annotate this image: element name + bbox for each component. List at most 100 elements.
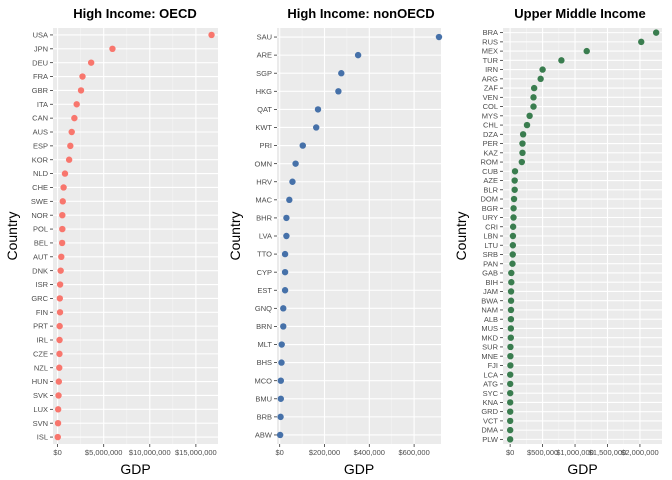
y-tick-label-bhs: BHS bbox=[257, 358, 272, 367]
y-tick-label-kwt: KWT bbox=[255, 123, 272, 132]
point-nam bbox=[507, 306, 515, 314]
y-tick-label-gab: GAB bbox=[482, 269, 498, 278]
point-bhs bbox=[278, 359, 285, 366]
point-tur bbox=[558, 57, 565, 64]
point-aus bbox=[68, 128, 75, 136]
y-tick-label-kor: KOR bbox=[32, 155, 49, 164]
x-tick-label: $600,000 bbox=[398, 448, 429, 457]
x-axis-label: GDP bbox=[567, 461, 597, 477]
point-esp bbox=[67, 142, 74, 150]
point-dnk bbox=[57, 267, 64, 274]
x-tick-label: $1,500,000 bbox=[589, 448, 627, 457]
point-deu bbox=[87, 59, 95, 66]
y-tick-label-ita: ITA bbox=[37, 100, 48, 109]
point-irn bbox=[539, 66, 546, 73]
y-tick-label-tur: TUR bbox=[483, 56, 499, 65]
y-tick-label-are: ARE bbox=[257, 51, 272, 60]
point-mlt bbox=[278, 341, 285, 348]
point-sgp bbox=[338, 70, 345, 77]
panel-title: High Income: OECD bbox=[73, 6, 197, 21]
y-tick-label-esp: ESP bbox=[33, 141, 48, 150]
y-tick-label-rom: ROM bbox=[481, 158, 499, 167]
point-ita bbox=[73, 101, 80, 108]
point-mne bbox=[507, 352, 514, 360]
y-tick-label-bih: BIH bbox=[485, 278, 498, 287]
y-tick-label-lva: LVA bbox=[259, 232, 272, 241]
y-tick-label-bwa: BWA bbox=[481, 296, 498, 305]
point-cub bbox=[511, 168, 519, 175]
y-tick-label-che: CHE bbox=[32, 183, 48, 192]
point-nor bbox=[59, 212, 66, 219]
y-tick-label-swe: SWE bbox=[31, 197, 48, 206]
point-grd bbox=[506, 408, 514, 415]
y-tick-label-est: EST bbox=[257, 286, 272, 295]
y-tick-label-grc: GRC bbox=[31, 294, 48, 303]
point-plw bbox=[506, 436, 514, 443]
point-hun bbox=[55, 378, 63, 385]
y-tick-label-kna: KNA bbox=[483, 398, 498, 407]
y-axis-label: Country bbox=[4, 211, 20, 260]
y-tick-label-syc: SYC bbox=[483, 389, 499, 398]
y-tick-label-lux: LUX bbox=[33, 405, 48, 414]
y-tick-label-prt: PRT bbox=[33, 322, 48, 331]
y-tick-label-dza: DZA bbox=[483, 130, 498, 139]
point-can bbox=[71, 114, 78, 122]
y-tick-label-cyp: CYP bbox=[257, 268, 272, 277]
point-lca bbox=[507, 371, 514, 378]
y-tick-label-aus: AUS bbox=[33, 128, 48, 137]
y-tick-label-nor: NOR bbox=[31, 211, 48, 220]
point-gnq bbox=[280, 305, 287, 312]
y-tick-label-isr: ISR bbox=[35, 280, 48, 289]
y-tick-label-nld: NLD bbox=[33, 169, 49, 178]
y-tick-label-cub: CUB bbox=[482, 167, 498, 176]
x-tick-label: $15,000,000 bbox=[175, 448, 217, 457]
x-tick-label: $0 bbox=[276, 448, 284, 457]
y-tick-label-lbn: LBN bbox=[483, 232, 498, 241]
x-axis-label: GDP bbox=[120, 461, 150, 477]
point-qat bbox=[314, 106, 322, 113]
point-dza bbox=[519, 131, 527, 138]
x-tick-label: $400,000 bbox=[354, 448, 385, 457]
point-dom bbox=[510, 195, 518, 203]
y-tick-label-grd: GRD bbox=[481, 407, 498, 416]
y-tick-label-cri: CRI bbox=[485, 222, 498, 231]
point-swe bbox=[59, 198, 66, 205]
y-tick-label-atg: ATG bbox=[483, 380, 498, 389]
point-blr bbox=[511, 186, 518, 193]
y-tick-label-mkd: MKD bbox=[481, 333, 498, 342]
point-svk bbox=[55, 392, 62, 399]
point-sau bbox=[435, 33, 443, 41]
point-bwa bbox=[507, 297, 515, 304]
y-tick-label-aze: AZE bbox=[483, 176, 498, 185]
y-tick-label-isl: ISL bbox=[37, 433, 48, 442]
y-tick-label-ury: URY bbox=[482, 213, 498, 222]
y-tick-label-zaf: ZAF bbox=[484, 84, 499, 93]
point-mco bbox=[277, 377, 285, 384]
y-tick-label-nam: NAM bbox=[481, 306, 498, 315]
y-tick-label-jpn: JPN bbox=[34, 44, 48, 53]
point-vct bbox=[506, 417, 514, 425]
point-usa bbox=[208, 31, 215, 39]
point-cri bbox=[509, 223, 517, 230]
y-tick-label-arg: ARG bbox=[482, 74, 498, 83]
point-cze bbox=[56, 350, 63, 358]
point-che bbox=[60, 184, 67, 191]
point-sur bbox=[507, 343, 514, 351]
point-ury bbox=[510, 214, 517, 221]
y-tick-label-fin: FIN bbox=[36, 308, 48, 317]
y-tick-label-mlt: MLT bbox=[258, 340, 273, 349]
y-tick-label-bel: BEL bbox=[34, 239, 48, 248]
y-tick-label-pri: PRI bbox=[259, 141, 272, 150]
panel-high-income-nonoecd: $0 $200,000 $400,000 $600,000 SAU ARE SGP HKG QA… bbox=[227, 6, 443, 477]
point-ltu bbox=[509, 242, 517, 249]
y-tick-label-fra: FRA bbox=[33, 72, 48, 81]
y-tick-label-dom: DOM bbox=[481, 195, 499, 204]
point-bgr bbox=[510, 205, 517, 212]
point-cyp bbox=[281, 268, 289, 276]
point-zaf bbox=[530, 84, 538, 92]
point-jam bbox=[507, 288, 515, 295]
point-bra bbox=[652, 29, 660, 36]
point-hrv bbox=[289, 178, 296, 185]
panel-upper-middle-income: $0 $500,000$1,000,000$1,500,000$2,000,000… bbox=[453, 6, 662, 477]
point-fji bbox=[507, 362, 514, 369]
